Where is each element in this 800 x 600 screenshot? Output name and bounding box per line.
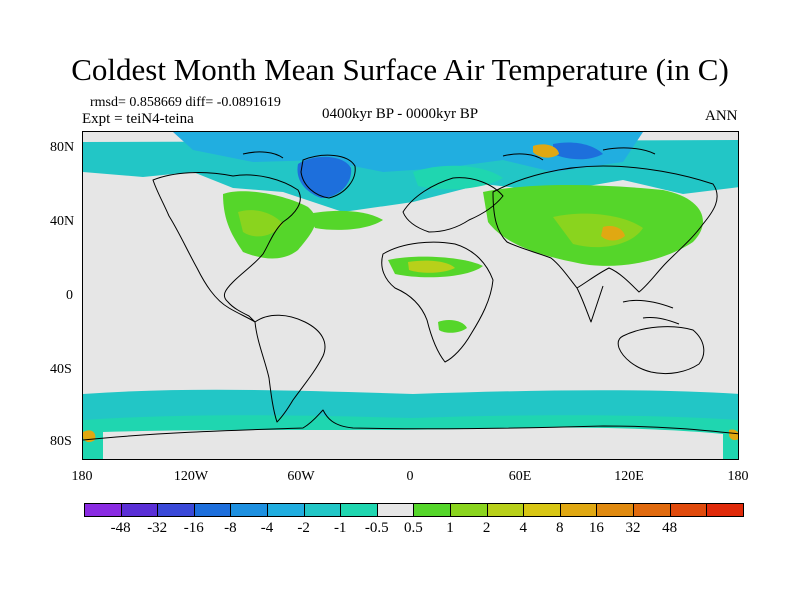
season-label: ANN [705,108,738,124]
colorbar-label: 32 [625,520,641,536]
temperature-anomaly-map [83,132,738,459]
tibet-orange [601,226,625,241]
colorbar-label: -4 [260,520,274,536]
atlantic-green [308,210,383,230]
rmsd-diff-stats: rmsd= 0.858669 diff= -0.0891619 [90,95,281,110]
coast-india [576,285,604,323]
colorbar-box [669,503,708,517]
north-africa-olive [408,260,455,273]
lon-label-0: 0 [406,469,414,484]
colorbar-box [340,503,378,517]
colorbar-box [523,503,561,517]
coastlines [83,147,738,441]
colorbar-label: 48 [662,520,678,536]
greenland-blue [297,156,352,198]
colorbar-box [413,503,451,517]
lon-label-120w: 120W [173,469,209,484]
colorbar [84,503,744,517]
coast-europe [402,177,504,233]
coast-north-america [152,172,301,323]
lon-label-180w: 180 [71,469,93,484]
colorbar-label: -0.5 [364,520,389,536]
coast-greenland [300,154,356,199]
lon-label-60e: 60E [508,469,532,484]
lat-label-40n: 40N [50,214,75,229]
antarctic-orange-spot [83,430,96,443]
anomaly-fills [83,132,738,459]
colorbar-box [376,503,415,517]
map-panel [82,131,739,460]
colorbar-label: 16 [588,520,604,536]
colorbar-box [559,503,598,517]
coast-australia [617,326,705,375]
colorbar-box [84,503,122,517]
colorbar-box [633,503,671,517]
lon-label-60w: 60W [287,469,315,484]
lat-label-80n: 80N [50,140,75,155]
lat-label-40s: 40S [50,362,72,377]
experiment-label: Expt = teiN4-teina [82,111,194,127]
colorbar-box [267,503,305,517]
colorbar-label: 4 [519,520,527,536]
colorbar-label: -1 [333,520,347,536]
lon-label-180e: 180 [727,469,749,484]
antarctic-orange-spot-east [729,429,738,441]
colorbar-box [596,503,634,517]
period-label: 0400kyr BP - 0000kyr BP [322,106,479,122]
colorbar-label: -2 [297,520,310,536]
colorbar-label: -8 [224,520,237,536]
lat-label-0: 0 [66,288,73,303]
coast-africa [381,241,494,363]
lon-label-120e: 120E [614,469,644,484]
antarctica-grey [103,427,723,459]
colorbar-box [450,503,488,517]
coast-antarctica [83,409,738,441]
colorbar-label: 8 [556,520,564,536]
colorbar-box [120,503,159,517]
colorbar-box [193,503,232,517]
colorbar-label: 2 [482,520,491,536]
arctic-cyan-upper [173,132,643,172]
coast-asia [492,165,718,293]
north-america-olive [238,210,283,237]
colorbar-box [303,503,342,517]
plot-title: Coldest Month Mean Surface Air Temperatu… [71,52,729,87]
colorbar-box [486,503,525,517]
colorbar-label: -32 [147,520,168,536]
coast-arctic-islands [242,147,656,161]
colorbar-box [157,503,195,517]
siberia-orange [533,144,559,158]
coast-south-america [254,314,326,423]
colorbar-label: -16 [183,520,204,536]
siberia-blue [553,142,603,160]
colorbar-label: 1 [446,520,454,536]
coast-indonesia [622,299,680,325]
colorbar-label: 0.5 [404,520,423,536]
southern-africa-green [438,320,467,333]
colorbar-box [230,503,268,517]
colorbar-label: -48 [110,520,131,536]
colorbar-box [706,503,744,517]
lat-label-80s: 80S [50,434,72,449]
